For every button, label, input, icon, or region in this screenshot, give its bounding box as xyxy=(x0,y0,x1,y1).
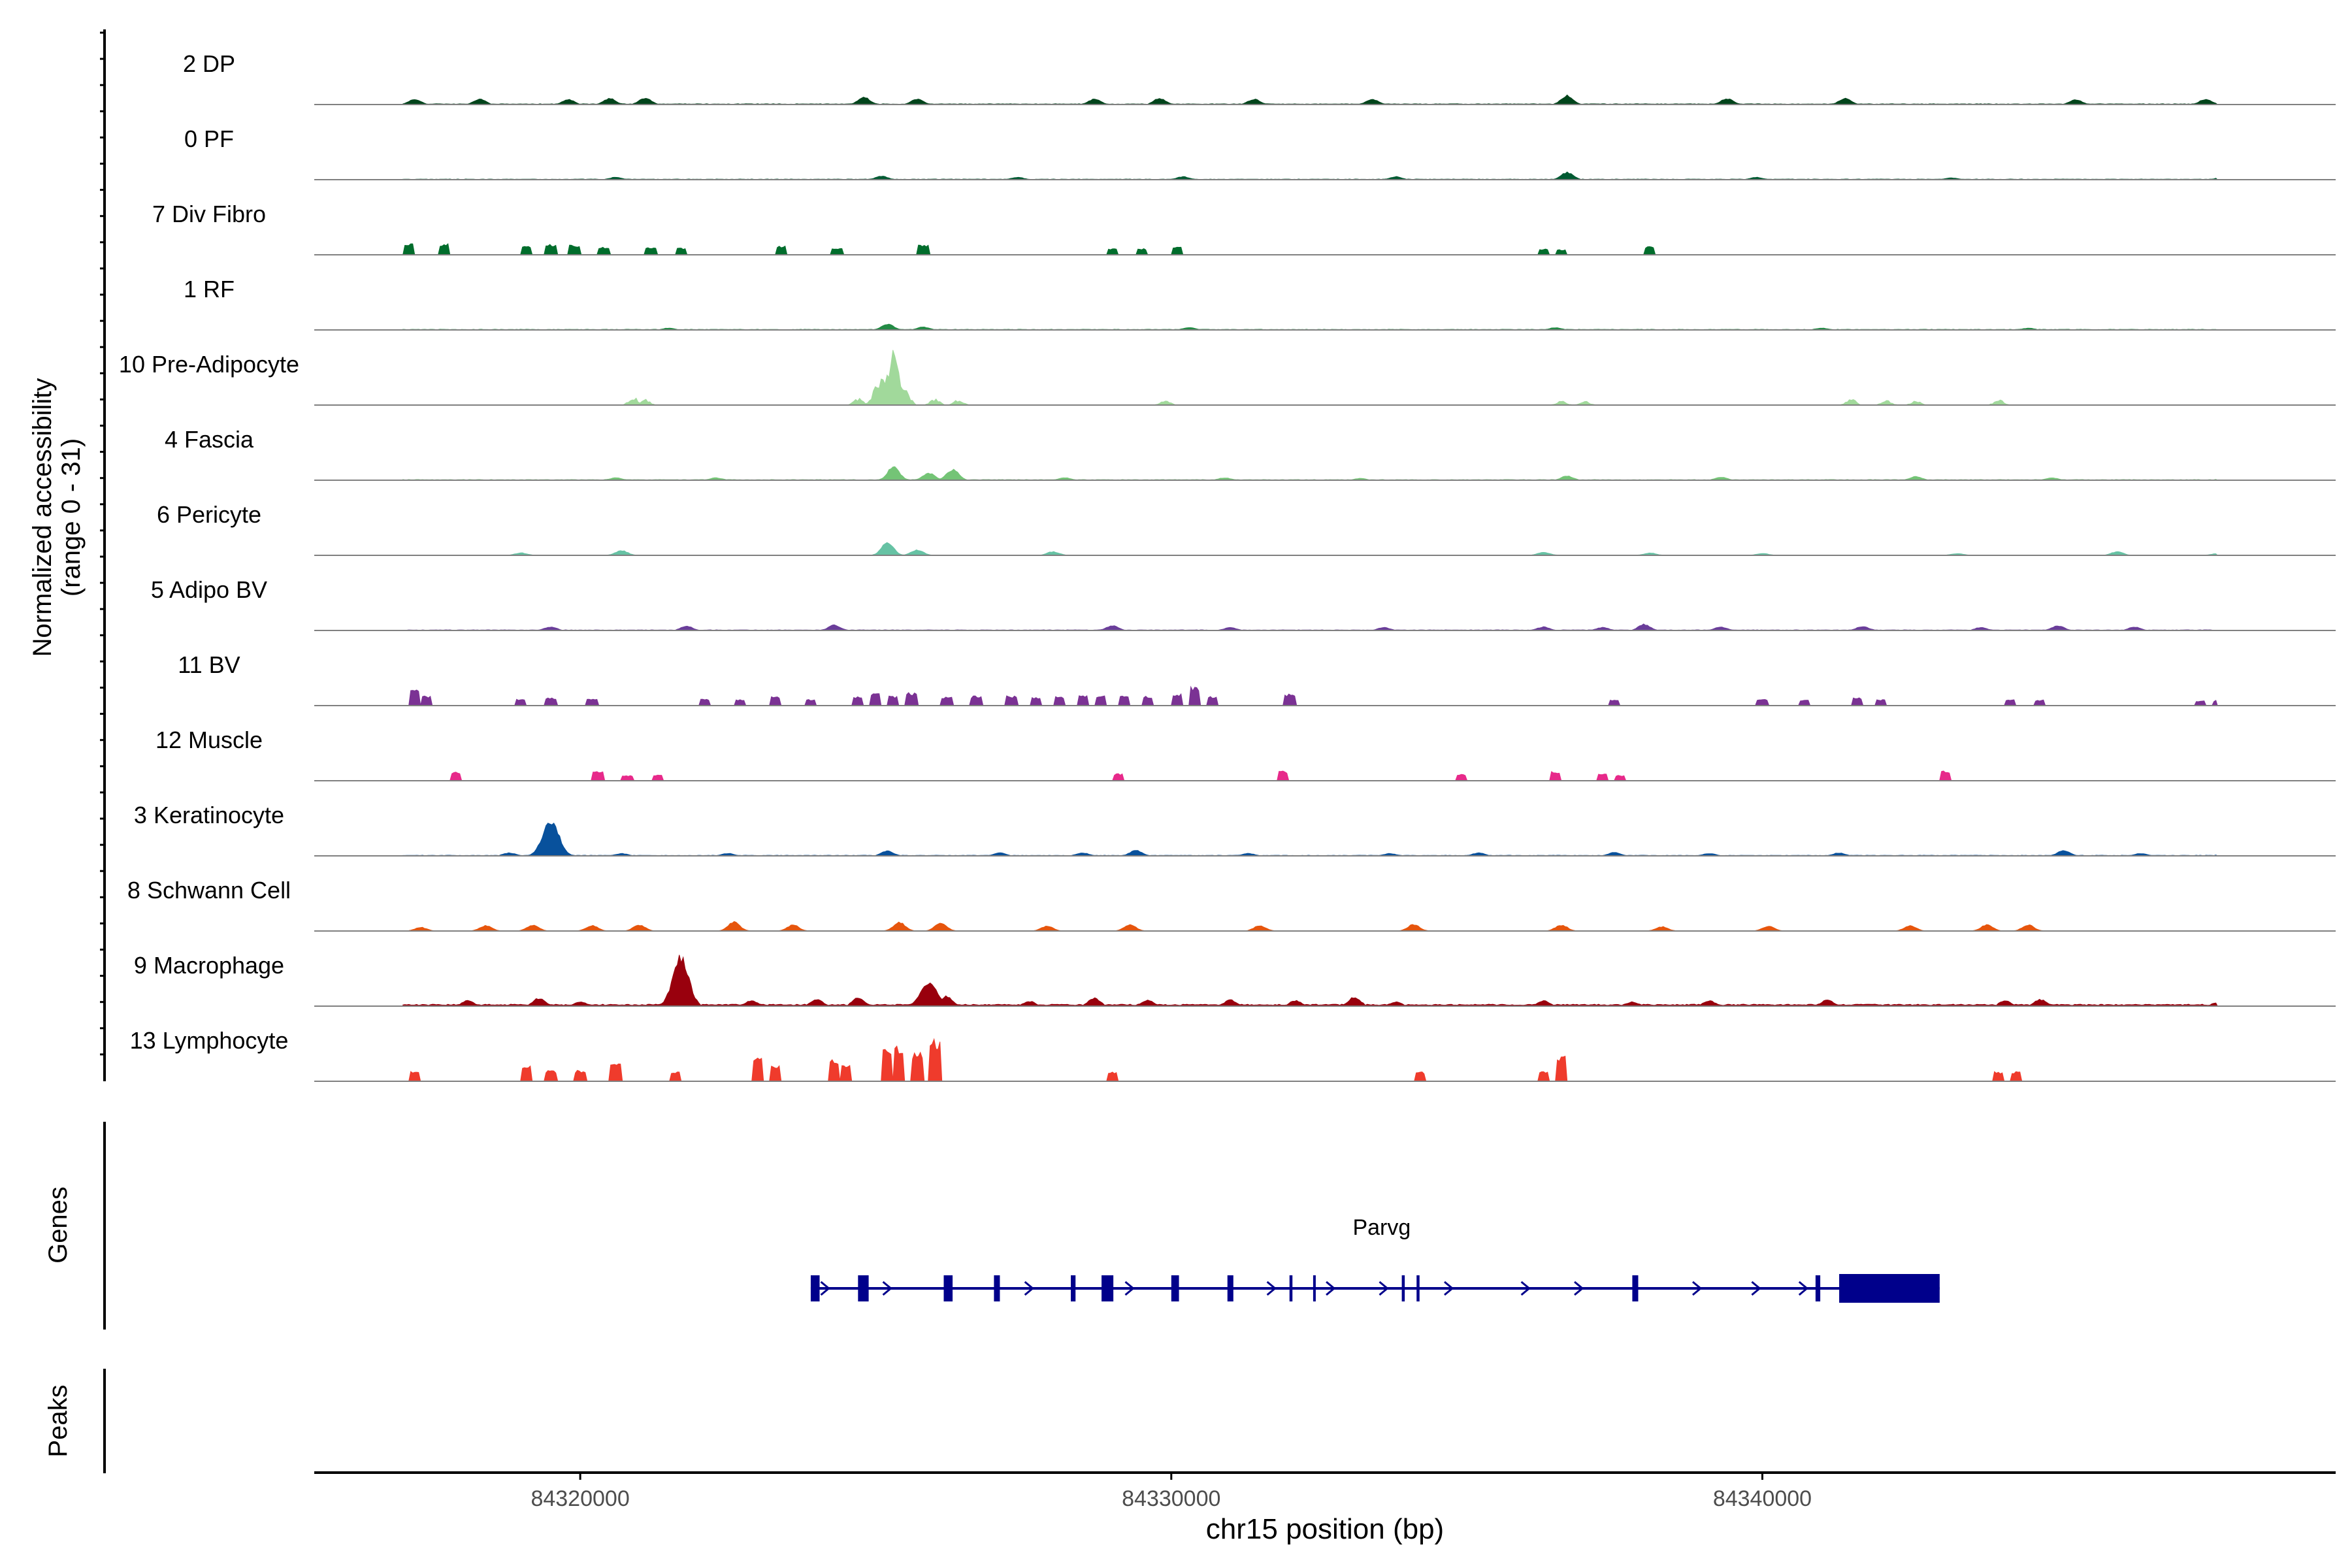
track-area xyxy=(402,243,2218,255)
track-area xyxy=(402,823,2218,857)
y-axis-label-line2: (range 0 - 31) xyxy=(57,438,86,596)
gene-exon xyxy=(1401,1275,1405,1301)
track-10: 12 Muscle xyxy=(155,727,2336,781)
gene-exon xyxy=(1102,1275,1114,1301)
track-6: 4 Fascia xyxy=(165,426,2336,481)
track-label: 1 RF xyxy=(184,276,235,302)
gene-strand-arrow xyxy=(1379,1281,1389,1296)
x-axis-ticks: 84320000 84330000 84340000 xyxy=(531,1473,1812,1511)
x-axis-label: chr15 position (bp) xyxy=(1206,1513,1444,1545)
track-5: 10 Pre-Adipocyte xyxy=(119,350,2336,406)
track-14: 13 Lymphocyte xyxy=(130,1027,2336,1082)
track-area xyxy=(402,623,2218,631)
track-9: 11 BV xyxy=(178,651,2336,706)
track-area xyxy=(402,171,2219,180)
track-label: 9 Macrophage xyxy=(134,952,284,979)
track-2: 0 PF xyxy=(184,125,2336,180)
gene-exon xyxy=(858,1275,869,1301)
gene-exon xyxy=(1289,1275,1293,1301)
gene-strand-arrow xyxy=(882,1281,892,1296)
gene-strand-arrow xyxy=(1691,1281,1703,1296)
track-area xyxy=(402,685,2218,706)
gene-exon xyxy=(1313,1275,1316,1301)
track-area xyxy=(402,542,2219,556)
track-7: 6 Pericyte xyxy=(157,501,2336,556)
track-area xyxy=(402,466,2218,481)
x-axis-tick-label: 84340000 xyxy=(1713,1486,1812,1511)
track-8: 5 Adipo BV xyxy=(151,576,2336,631)
gene-exon xyxy=(1815,1275,1821,1301)
track-label: 5 Adipo BV xyxy=(151,576,267,603)
track-label: 3 Keratinocyte xyxy=(134,802,284,828)
track-label: 7 Div Fibro xyxy=(152,201,266,227)
track-label: 12 Muscle xyxy=(155,727,263,753)
track-label: 4 Fascia xyxy=(165,426,254,453)
track-12: 8 Schwann Cell xyxy=(127,877,2336,932)
gene-name: Parvg xyxy=(1352,1215,1411,1240)
track-label: 0 PF xyxy=(184,125,234,152)
gene-strand-arrow xyxy=(1798,1281,1809,1296)
gene-exon xyxy=(1070,1275,1076,1301)
gene-strand-arrow xyxy=(1520,1281,1531,1296)
gene-strand-arrow xyxy=(1751,1281,1761,1296)
gene-strand-arrow xyxy=(1024,1281,1035,1296)
track-area xyxy=(402,350,2218,406)
gene-track: Parvg xyxy=(810,1215,1940,1303)
coverage-tracks: 2 DP 0 PF 7 Div Fibro 1 RF 10 Pre-Adipocyte 4… xyxy=(119,50,2336,1082)
track-label: 13 Lymphocyte xyxy=(130,1027,289,1054)
track-3: 7 Div Fibro xyxy=(152,201,2336,255)
track-area xyxy=(402,770,2218,781)
gene-exon xyxy=(1227,1275,1233,1301)
coverage-y-ticks xyxy=(100,31,105,1056)
gene-exon xyxy=(810,1275,820,1301)
track-label: 6 Pericyte xyxy=(157,501,261,528)
gene-strand-arrow xyxy=(1444,1281,1454,1296)
track-label: 11 BV xyxy=(178,651,240,678)
track-area xyxy=(402,921,2218,932)
track-area xyxy=(402,955,2218,1007)
track-label: 2 DP xyxy=(183,50,235,77)
gene-strand-arrow xyxy=(1574,1281,1584,1296)
track-4: 1 RF xyxy=(184,276,2336,331)
gene-strand-arrow xyxy=(1326,1281,1336,1296)
gene-exon xyxy=(1416,1275,1420,1301)
track-area xyxy=(402,1037,2218,1082)
track-area xyxy=(402,94,2219,105)
genes-panel-label: Genes xyxy=(44,1186,73,1264)
gene-exon xyxy=(943,1275,953,1301)
peaks-panel-label: Peaks xyxy=(44,1384,73,1457)
track-11: 3 Keratinocyte xyxy=(134,802,2336,857)
gene-exon xyxy=(1171,1275,1179,1301)
track-area xyxy=(402,323,2218,331)
y-axis-label-line1: Normalized accessibility xyxy=(28,378,57,657)
gene-exon xyxy=(1632,1275,1639,1301)
gene-strand-arrow xyxy=(820,1281,830,1296)
gene-exon xyxy=(1839,1274,1940,1303)
gene-strand-arrow xyxy=(1266,1281,1277,1296)
gene-strand-arrow xyxy=(1124,1281,1135,1296)
track-label: 10 Pre-Adipocyte xyxy=(119,351,299,378)
track-label: 8 Schwann Cell xyxy=(127,877,291,904)
x-axis-tick-label: 84320000 xyxy=(531,1486,629,1511)
track-13: 9 Macrophage xyxy=(134,952,2336,1007)
track-1: 2 DP xyxy=(183,50,2336,105)
gene-exon xyxy=(994,1275,1000,1301)
x-axis-tick-label: 84330000 xyxy=(1122,1486,1220,1511)
